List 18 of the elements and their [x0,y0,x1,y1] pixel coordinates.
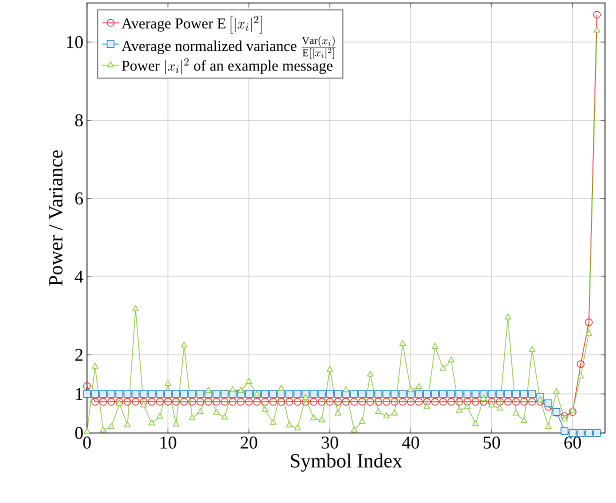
x-tick-label: 20 [240,436,258,449]
y-tick-label: 1 [76,388,82,400]
x-tick-label: 30 [322,436,338,449]
y-tick-label: 4 [74,270,84,283]
legend-label: $\mbox{Average normalized variance } \frac{\mathrm{Var}(x_i)}{\mathrm{E}\left[|x_i|^2\right]}$ [122,36,336,59]
y-tick-label: 2 [75,348,82,361]
y-tick-label: 10 [67,36,83,48]
x-tick-label: 40 [402,436,420,449]
y-tick-label: 8 [75,114,83,126]
y-tick-label: 6 [75,192,83,204]
y-tick-label: 0 [75,426,83,440]
x-tick-label: 60 [564,436,581,449]
legend-label: $\mbox{Power } |x_i|^2 \mbox{ of an example message}$ [122,58,332,74]
x-axis-title: Symbol Index [290,454,402,472]
legend-label: $\mbox{Average Power E} \left[|x_i|^2\right]$ [122,16,262,34]
y-axis-title: Power / Variance [49,150,63,286]
x-tick-label: 10 [160,436,176,449]
x-tick-label: 50 [484,436,500,449]
